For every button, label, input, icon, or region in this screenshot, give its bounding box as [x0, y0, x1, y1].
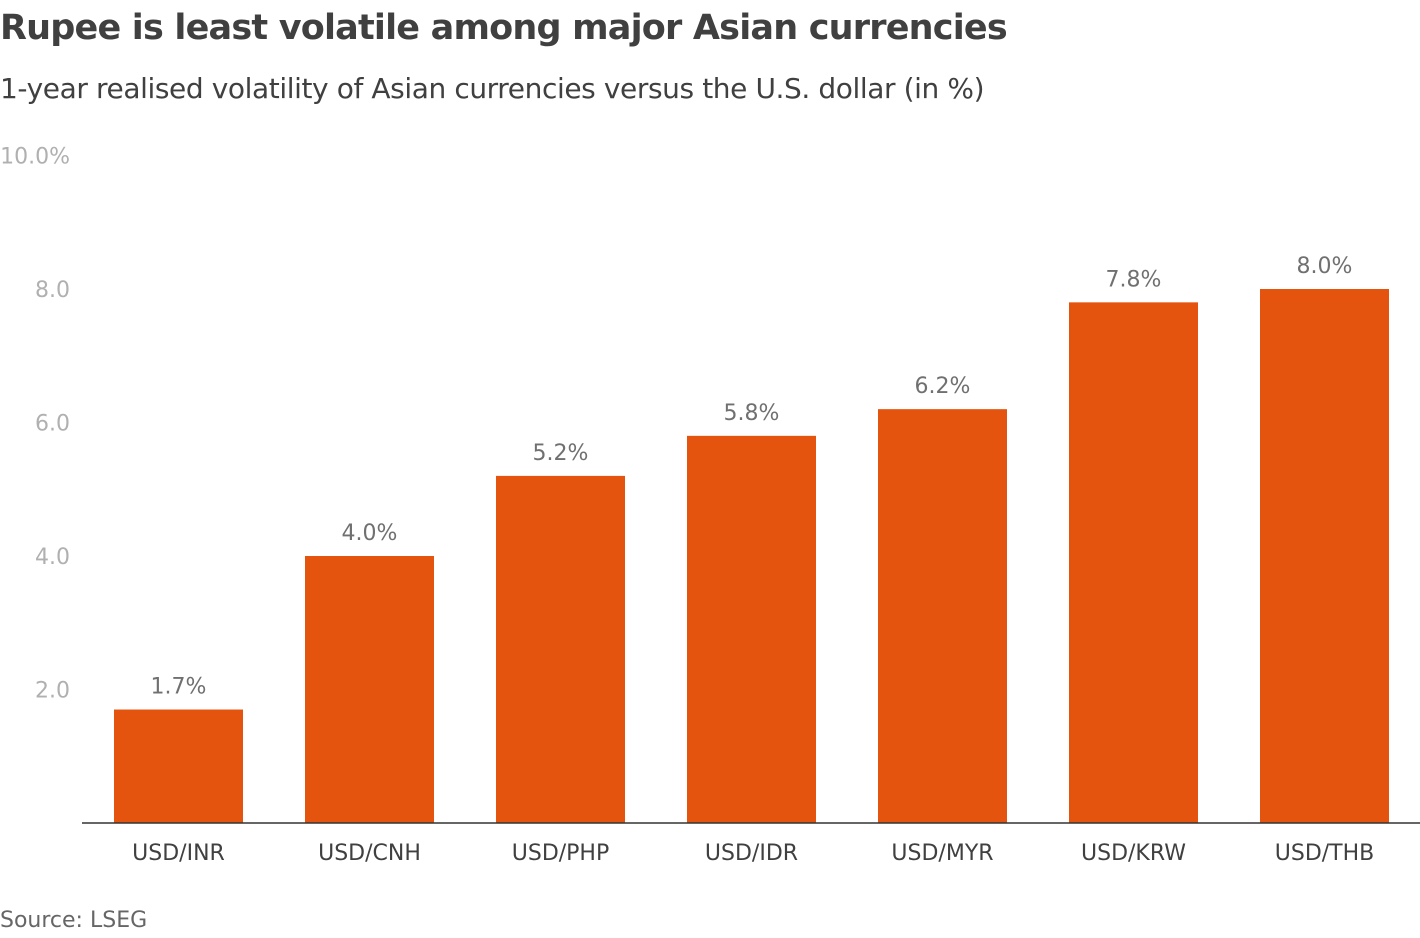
chart-title: Rupee is least volatile among major Asia… [0, 8, 1008, 48]
y-tick-label: 10.0% [0, 145, 70, 170]
bar-usd-krw [1069, 302, 1198, 824]
bar-usd-thb [1260, 289, 1389, 823]
value-label: 7.8% [1106, 267, 1162, 292]
chart-subtitle: 1-year realised volatility of Asian curr… [0, 72, 985, 105]
bar-usd-php [496, 475, 625, 823]
x-category-label: USD/PHP [512, 841, 610, 866]
y-tick-label: 6.0 [35, 412, 70, 437]
bar-usd-cnh [305, 556, 434, 823]
y-tick-label: 8.0 [35, 278, 70, 303]
y-tick-label: 2.0 [35, 679, 70, 704]
value-label: 1.7% [151, 675, 207, 700]
value-label: 8.0% [1297, 254, 1353, 279]
x-category-label: USD/INR [132, 841, 225, 866]
source-note: Source: LSEG [0, 908, 148, 933]
x-category-label: USD/IDR [705, 841, 798, 866]
x-category-label: USD/KRW [1081, 841, 1186, 866]
bar-usd-myr [878, 409, 1007, 823]
y-tick-label: 4.0 [35, 545, 70, 570]
value-label: 6.2% [915, 374, 971, 399]
x-category-label: USD/CNH [318, 841, 421, 866]
bar-usd-idr [687, 435, 816, 823]
bar-usd-inr [114, 709, 243, 823]
value-label: 5.8% [724, 401, 780, 426]
value-label: 4.0% [342, 521, 398, 546]
x-category-label: USD/MYR [891, 841, 993, 866]
value-label: 5.2% [533, 441, 589, 466]
x-category-label: USD/THB [1275, 841, 1375, 866]
